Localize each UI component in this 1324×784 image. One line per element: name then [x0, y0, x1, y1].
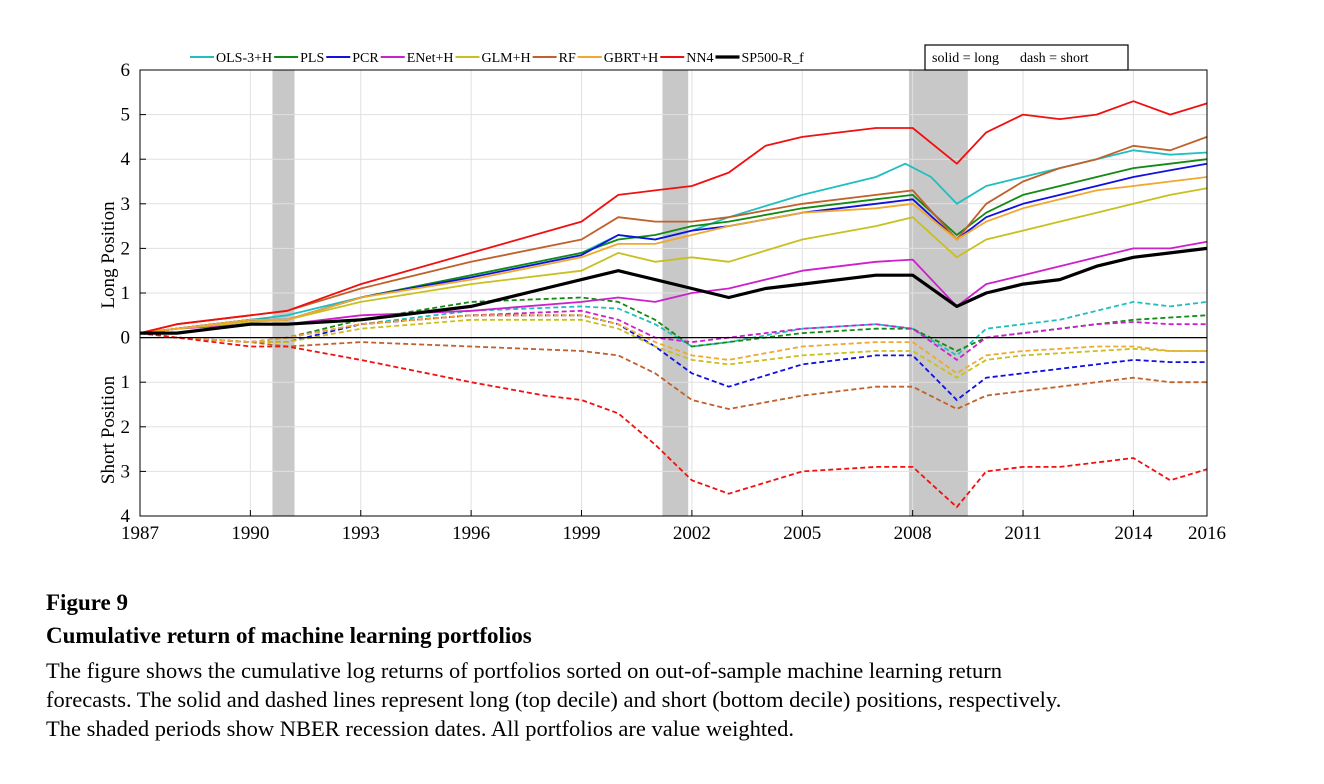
legend-label: PCR — [352, 51, 379, 66]
y-axis-label-long: Long Position — [98, 201, 119, 309]
x-tick-label: 2008 — [894, 523, 932, 544]
x-tick-label: 2011 — [1004, 523, 1041, 544]
series-long-line — [139, 240, 1208, 334]
series-long-line — [140, 246, 1208, 335]
figure-caption: The figure shows the cumulative log retu… — [46, 656, 1278, 743]
y-tick-label: 3 — [121, 461, 131, 482]
caption-line: forecasts. The solid and dashed lines re… — [46, 687, 1062, 712]
y-tick-label: 1 — [121, 283, 131, 304]
y-tick-label: 5 — [121, 105, 131, 126]
y-tick-label: 4 — [121, 506, 131, 527]
legend-label: SP500-R_f — [742, 51, 805, 66]
series-short-line — [139, 332, 1207, 410]
x-tick-label: 2005 — [783, 523, 821, 544]
style-note-text: solid = long dash = short — [932, 51, 1089, 66]
series-short-line — [139, 314, 1207, 375]
y-tick-label: 1 — [121, 372, 131, 393]
legend-label: OLS-3+H — [216, 51, 272, 66]
figure-label: Figure 9 — [46, 590, 128, 615]
y-tick-label: 2 — [121, 417, 131, 438]
series-long-line — [139, 187, 1208, 334]
legend-label: PLS — [300, 51, 324, 66]
series-long-line — [139, 176, 1208, 334]
y-axis-label-short: Short Position — [98, 375, 119, 484]
x-tick-label: 2014 — [1114, 523, 1153, 544]
legend: OLS-3+H PLS PCR ENet+H GLM+H RF GBRT+H NN4 SP500… — [190, 51, 804, 66]
legend-label: GBRT+H — [604, 51, 659, 66]
x-tick-label: 1987 — [121, 523, 159, 544]
series-short-line — [139, 332, 1208, 509]
legend-label: GLM+H — [482, 51, 531, 66]
y-tick-label: 0 — [121, 328, 131, 349]
legend-label: NN4 — [686, 51, 713, 66]
x-tick-label: 2002 — [673, 523, 711, 544]
y-tick-label: 3 — [121, 194, 131, 215]
series-short-line — [139, 318, 1207, 379]
y-tick-label: 2 — [121, 238, 131, 259]
series-short-line — [139, 314, 1207, 402]
figure-title: Cumulative return of machine learning po… — [46, 623, 532, 648]
y-tick-label: 6 — [121, 60, 131, 81]
legend-label: RF — [559, 51, 576, 66]
x-tick-label: 1996 — [452, 523, 490, 544]
y-tick-label: 4 — [121, 149, 131, 170]
series-long-line — [139, 136, 1208, 334]
x-tick-label: 2016 — [1188, 523, 1226, 544]
series-layer — [139, 100, 1208, 509]
portfolio-chart: 1987 1990 1993 1996 1999 2002 2005 2008 2011 2014… — [98, 44, 1227, 544]
x-tick-label: 1993 — [342, 523, 380, 544]
caption-line: The shaded periods show NBER recession d… — [46, 716, 794, 741]
series-long-line — [139, 100, 1208, 334]
x-tick-label: 1990 — [231, 523, 269, 544]
x-tick-label: 1999 — [563, 523, 601, 544]
style-note-box: solid = long dash = short — [924, 44, 1129, 71]
caption-line: The figure shows the cumulative log retu… — [46, 658, 1002, 683]
legend-label: ENet+H — [407, 51, 454, 66]
axis-layer: 1987 1990 1993 1996 1999 2002 2005 2008 2011 2014… — [121, 60, 1227, 544]
